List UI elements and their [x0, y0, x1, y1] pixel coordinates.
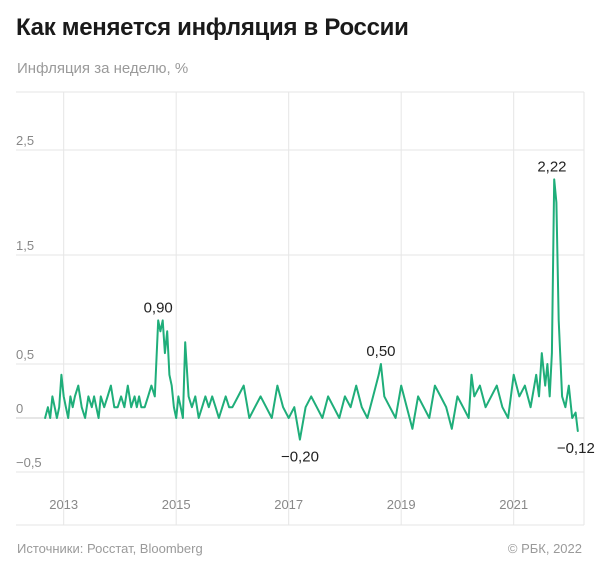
data-label: 0,50 — [366, 343, 395, 360]
y-tick-label: 0 — [16, 401, 23, 416]
data-label: 2,22 — [537, 158, 566, 175]
chart-subtitle: Инфляция за неделю, % — [17, 60, 189, 77]
source-note: Источники: Росстат, Bloomberg — [17, 541, 203, 556]
x-tick-label: 2013 — [49, 497, 78, 512]
axis-layer: −0,5 0 0,5 1,5 2,5 2013 2015 2017 2019 2021 — [16, 133, 528, 512]
grid-layer — [16, 91, 585, 526]
annotation-layer: 0,90 −0,20 0,50 2,22 −0,12 — [144, 158, 595, 465]
x-tick-label: 2017 — [274, 497, 303, 512]
y-tick-label: 1,5 — [16, 238, 34, 253]
y-tick-label: 2,5 — [16, 133, 34, 148]
y-tick-label: −0,5 — [16, 455, 42, 470]
data-label: 0,90 — [144, 299, 173, 316]
chart-title: Как меняется инфляция в России — [16, 14, 409, 41]
copyright-note: © РБК, 2022 — [507, 541, 582, 556]
series-line — [44, 178, 579, 441]
data-label: −0,12 — [557, 440, 595, 457]
x-tick-label: 2019 — [387, 497, 416, 512]
x-tick-label: 2021 — [499, 497, 528, 512]
x-tick-label: 2015 — [162, 497, 191, 512]
y-tick-label: 0,5 — [16, 347, 34, 362]
data-label: −0,20 — [281, 449, 319, 466]
series-layer — [44, 178, 579, 441]
